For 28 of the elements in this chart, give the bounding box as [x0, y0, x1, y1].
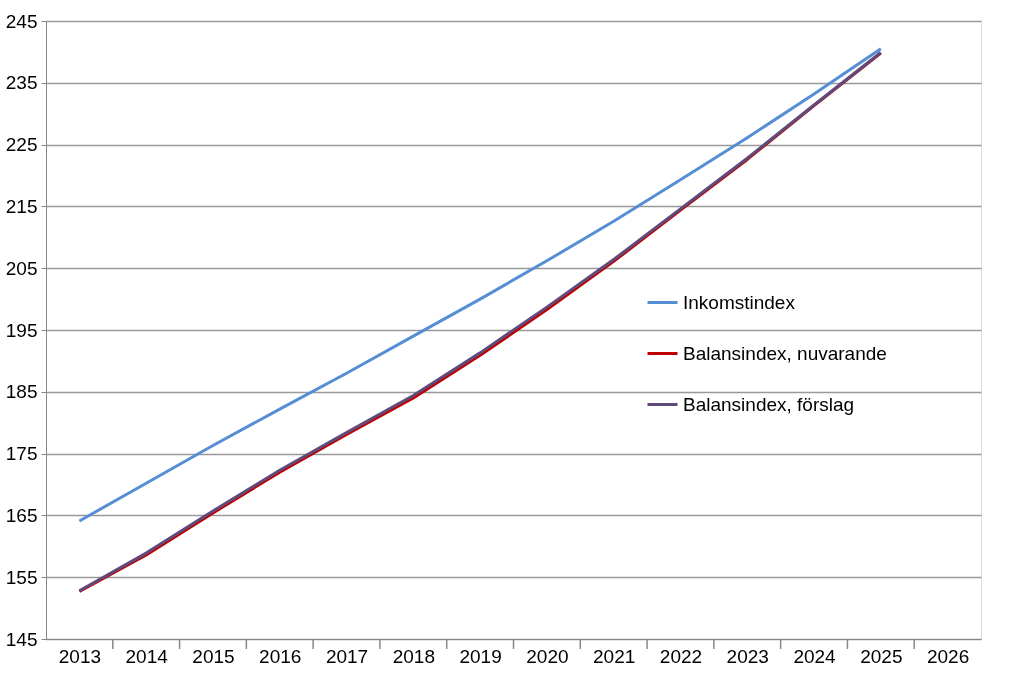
y-tick-label: 215 [5, 195, 38, 217]
y-tick-label: 235 [5, 72, 38, 94]
x-tick-label: 2022 [659, 645, 703, 667]
x-tick-label: 2015 [192, 645, 235, 667]
y-tick-label: 145 [5, 628, 38, 650]
x-tick-label: 2018 [392, 645, 435, 667]
y-tick-label: 195 [5, 319, 38, 341]
x-tick-label: 2020 [526, 645, 569, 667]
legend-label: Balansindex, förslag [683, 393, 855, 415]
y-tick-label: 175 [5, 443, 38, 465]
x-tick-label: 2025 [860, 645, 903, 667]
y-tick-label: 205 [5, 257, 38, 279]
x-tick-label: 2014 [125, 645, 169, 667]
x-tick-label: 2013 [58, 645, 102, 667]
y-tick-label: 225 [5, 134, 38, 156]
x-tick-label: 2017 [325, 645, 369, 667]
legend-label: Inkomstindex [683, 291, 796, 313]
x-tick-label: 2024 [793, 645, 837, 667]
x-tick-label: 2016 [259, 645, 302, 667]
x-tick-label: 2023 [726, 645, 769, 667]
legend-label: Balansindex, nuvarande [683, 342, 887, 364]
x-tick-label: 2026 [926, 645, 970, 667]
x-tick-label: 2019 [459, 645, 502, 667]
y-tick-label: 155 [5, 566, 38, 588]
y-tick-label: 245 [5, 10, 38, 32]
y-tick-label: 165 [5, 504, 38, 526]
y-tick-label: 185 [5, 381, 38, 403]
x-tick-label: 2021 [593, 645, 636, 667]
